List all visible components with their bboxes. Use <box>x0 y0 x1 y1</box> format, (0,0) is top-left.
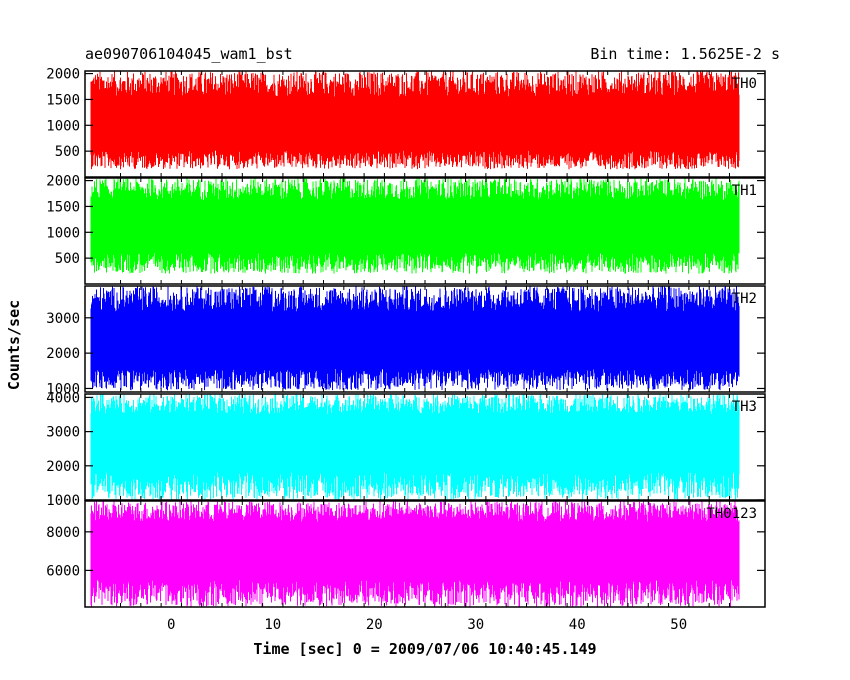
x-tick-label: 20 <box>366 617 383 633</box>
panel-label: TH2 <box>732 291 757 307</box>
panel-th2: 1000 2000 3000 TH2 <box>46 285 766 397</box>
y-tick-label: 1000 <box>46 381 80 397</box>
y-tick-label: 1000 <box>46 225 80 241</box>
y-tick-label: 8000 <box>46 525 80 541</box>
series-th0 <box>90 71 740 170</box>
x-tick-label: 50 <box>670 617 687 633</box>
header-bin-time: Bin time: 1.5625E-2 s <box>590 45 780 63</box>
y-tick-label: 6000 <box>46 563 80 579</box>
y-tick-label: 2000 <box>46 459 80 475</box>
y-tick-label: 1000 <box>46 493 80 509</box>
panel-label: TH0 <box>732 76 757 92</box>
y-tick-label: 1500 <box>46 199 80 215</box>
panel-th3: 1000 2000 3000 4000 TH3 <box>46 390 766 509</box>
y-tick-label: 2000 <box>46 174 80 190</box>
panel-th1: 500 1000 1500 2000 TH1 <box>46 174 766 285</box>
panel-label: TH1 <box>732 183 757 199</box>
y-tick-label: 1000 <box>46 118 80 134</box>
series-th3 <box>90 394 740 500</box>
y-tick-label: 1500 <box>46 92 80 108</box>
y-axis-label: Counts/sec <box>5 300 23 390</box>
series-th0123 <box>90 501 740 607</box>
series-th2 <box>90 286 740 391</box>
x-tick-label: 0 <box>167 617 175 633</box>
y-tick-label: 3000 <box>46 311 80 327</box>
panel-th0123: 6000 8000 TH0123 <box>46 500 766 608</box>
x-axis-label: Time [sec] 0 = 2009/07/06 10:40:45.149 <box>253 640 596 658</box>
y-tick-label: 500 <box>55 251 80 267</box>
x-tick-label: 10 <box>264 617 281 633</box>
y-tick-label: 4000 <box>46 390 80 406</box>
y-tick-label: 3000 <box>46 425 80 441</box>
panel-label: TH3 <box>732 399 757 415</box>
panel-stack: 500 1000 1500 2000 TH0 500 1000 1500 2000 TH1 1000… <box>46 67 766 608</box>
y-tick-label: 2000 <box>46 67 80 83</box>
panel-label: TH0123 <box>706 506 757 522</box>
x-tick-label: 40 <box>569 617 586 633</box>
series-th1 <box>90 178 740 274</box>
panel-th0: 500 1000 1500 2000 TH0 <box>46 67 766 178</box>
header-left-title: ae090706104045_wam1_bst <box>85 45 293 63</box>
x-tick-labels: 0 10 20 30 40 50 <box>167 617 687 633</box>
y-tick-label: 500 <box>55 144 80 160</box>
x-tick-label: 30 <box>467 617 484 633</box>
y-tick-label: 2000 <box>46 346 80 362</box>
